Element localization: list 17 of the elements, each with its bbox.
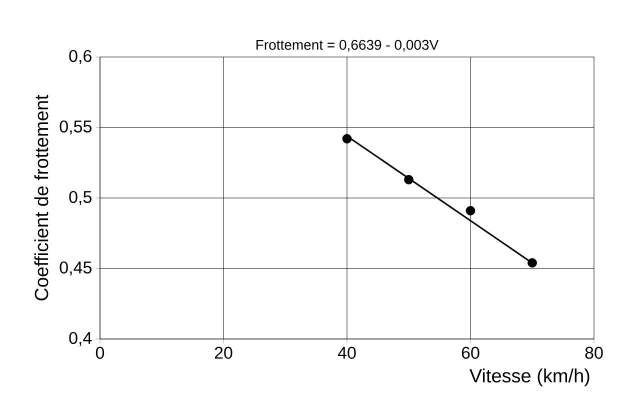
x-tick-label: 60	[462, 346, 480, 359]
y-tick-label: 0,5	[69, 190, 92, 206]
x-tick-label: 40	[338, 346, 356, 359]
point	[404, 174, 414, 184]
y-tick-label: 0,4	[69, 332, 92, 346]
x-tick-label: 20	[214, 346, 232, 359]
y-axis-title: Coefficient de frottement	[34, 94, 48, 300]
y-tick-label: 0,55	[60, 120, 92, 135]
chart-title: Frottement = 0,6639 - 0,003V	[256, 40, 439, 52]
y-tick-label: 0,6	[69, 50, 92, 64]
point	[466, 206, 476, 216]
point	[342, 134, 352, 144]
x-tick-label: 0	[96, 346, 104, 359]
x-tick-label: 80	[585, 346, 603, 359]
point	[528, 258, 537, 268]
x-axis-title: Vitesse (km/h)	[469, 368, 590, 386]
y-tick-label: 0,45	[60, 261, 92, 276]
